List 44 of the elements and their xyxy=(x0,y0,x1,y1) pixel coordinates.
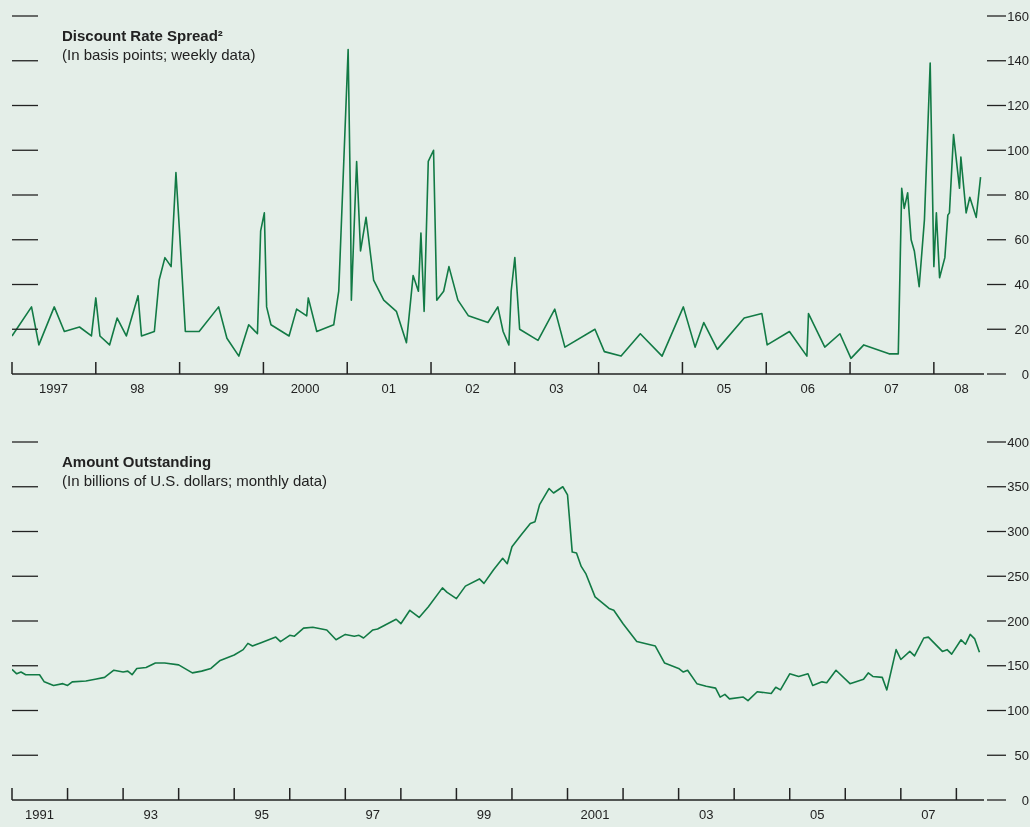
y-tick-label: 20 xyxy=(1014,321,1029,337)
y-tick-label: 0 xyxy=(1021,792,1029,808)
y-tick-label: 50 xyxy=(1014,747,1029,763)
y-tick-label: 100 xyxy=(1007,703,1029,719)
y-tick-label: 400 xyxy=(1007,434,1029,450)
y-tick-label: 150 xyxy=(1007,658,1029,674)
x-tick-label: 01 xyxy=(381,381,397,396)
x-tick-label: 1997 xyxy=(39,381,69,396)
x-tick-label: 06 xyxy=(800,381,816,396)
x-tick-label: 98 xyxy=(130,381,145,396)
x-tick-label: 99 xyxy=(213,381,229,396)
x-tick-label: 07 xyxy=(884,381,899,396)
x-tick-label: 03 xyxy=(549,381,564,396)
y-tick-label: 120 xyxy=(1007,98,1029,114)
y-tick-label: 160 xyxy=(1007,8,1029,24)
x-tick-label: 97 xyxy=(365,807,381,822)
y-tick-label: 100 xyxy=(1007,142,1029,158)
x-tick-label: 95 xyxy=(254,807,269,822)
y-tick-label: 60 xyxy=(1014,232,1029,248)
y-tick-label: 300 xyxy=(1007,524,1029,540)
x-tick-label: 04 xyxy=(633,381,648,396)
y-tick-label: 250 xyxy=(1007,568,1029,584)
x-tick-label: 07 xyxy=(921,807,936,822)
text: Amount Outstanding xyxy=(62,452,213,471)
y-tick-label: 200 xyxy=(1007,613,1029,629)
x-tick-label: 03 xyxy=(698,807,714,822)
x-tick-label: 08 xyxy=(954,381,969,396)
line-series xyxy=(12,48,982,360)
x-tick-label: 02 xyxy=(465,381,480,396)
y-tick-label: 350 xyxy=(1007,479,1029,495)
x-tick-label: 05 xyxy=(716,381,732,396)
y-tick-label: 80 xyxy=(1014,187,1029,203)
y-tick-label: 0 xyxy=(1021,366,1029,382)
y-tick-label: 140 xyxy=(1007,53,1029,69)
y-tick-label: 40 xyxy=(1014,277,1029,293)
text: (In basis points; weekly data) xyxy=(62,45,256,64)
x-tick-label: 2001 xyxy=(580,807,610,822)
x-tick-label: 99 xyxy=(476,807,492,822)
x-tick-label: 2000 xyxy=(290,381,320,396)
x-tick-label: 1991 xyxy=(25,807,55,822)
x-tick-label: 93 xyxy=(143,807,158,822)
text: (In billions of U.S. dollars; monthly data) xyxy=(62,471,328,490)
text: Discount Rate Spread² xyxy=(62,26,224,45)
x-tick-label: 05 xyxy=(810,807,825,822)
